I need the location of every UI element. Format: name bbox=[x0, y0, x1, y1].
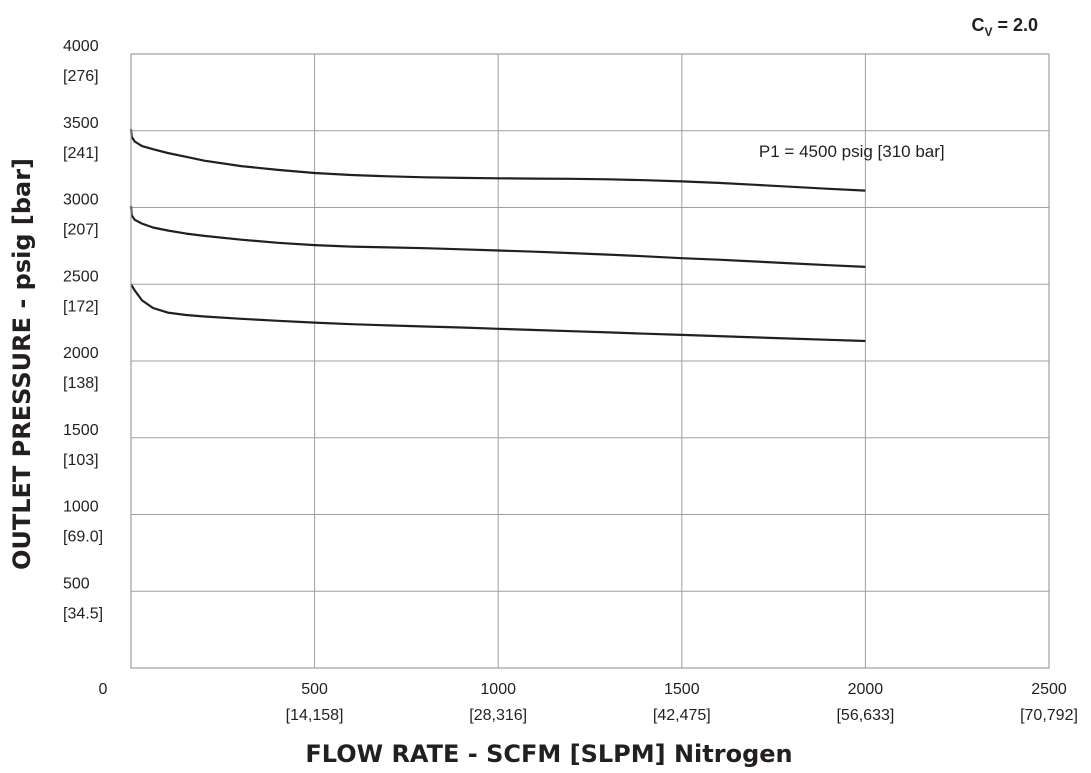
y-axis-ticks: 500 [34.5] 1000 [69.0] 1500 [103] 2000 [138] 250… bbox=[63, 38, 103, 622]
series-curves bbox=[129, 129, 866, 343]
x-tick-sublabel: [28,316] bbox=[469, 707, 527, 724]
y-tick-label: 3000 bbox=[63, 192, 99, 209]
y-tick-label: 2500 bbox=[63, 268, 99, 285]
y-tick-label: 1000 bbox=[63, 499, 99, 516]
x-tick-label: 1000 bbox=[480, 681, 516, 698]
x-axis-title: FLOW RATE - SCFM [SLPM] Nitrogen bbox=[305, 740, 792, 768]
y-tick-sublabel: [103] bbox=[63, 452, 99, 469]
series-line-1 bbox=[129, 129, 866, 192]
x-axis-ticks: 0 500 [14,158] 1000 [28,316] 1500 [42,475] 2000… bbox=[99, 681, 1078, 724]
p1-annotation: P1 = 4500 psig [310 bar] bbox=[759, 142, 945, 161]
x-tick-sublabel: [14,158] bbox=[286, 707, 344, 724]
cv-label: CV = 2.0 bbox=[971, 15, 1038, 39]
grid bbox=[131, 53, 1049, 668]
series-line-2 bbox=[129, 205, 866, 268]
series-line-3 bbox=[130, 283, 866, 343]
y-tick-label: 4000 bbox=[63, 38, 99, 55]
x-tick-label: 1500 bbox=[664, 681, 700, 698]
x-tick-sublabel: [56,633] bbox=[836, 707, 894, 724]
y-tick-sublabel: [241] bbox=[63, 145, 99, 162]
y-tick-label: 3500 bbox=[63, 115, 99, 132]
y-tick-sublabel: [138] bbox=[63, 375, 99, 392]
y-tick-label: 500 bbox=[63, 575, 90, 592]
x-tick-label: 500 bbox=[301, 681, 328, 698]
y-tick-label: 2000 bbox=[63, 345, 99, 362]
y-tick-sublabel: [172] bbox=[63, 298, 99, 315]
x-tick-label: 2500 bbox=[1031, 681, 1067, 698]
y-axis-title: OUTLET PRESSURE - psig [bar] bbox=[8, 158, 36, 570]
x-tick-label: 0 bbox=[99, 681, 108, 698]
y-tick-sublabel: [34.5] bbox=[63, 605, 103, 622]
y-tick-sublabel: [69.0] bbox=[63, 529, 103, 546]
x-tick-sublabel: [42,475] bbox=[653, 707, 711, 724]
y-tick-sublabel: [207] bbox=[63, 222, 99, 239]
y-tick-label: 1500 bbox=[63, 422, 99, 439]
plot-frame bbox=[130, 53, 1050, 669]
x-tick-label: 2000 bbox=[848, 681, 884, 698]
annotations: P1 = 4500 psig [310 bar] bbox=[759, 142, 945, 161]
x-tick-sublabel: [70,792] bbox=[1020, 707, 1078, 724]
y-tick-sublabel: [276] bbox=[63, 68, 99, 85]
